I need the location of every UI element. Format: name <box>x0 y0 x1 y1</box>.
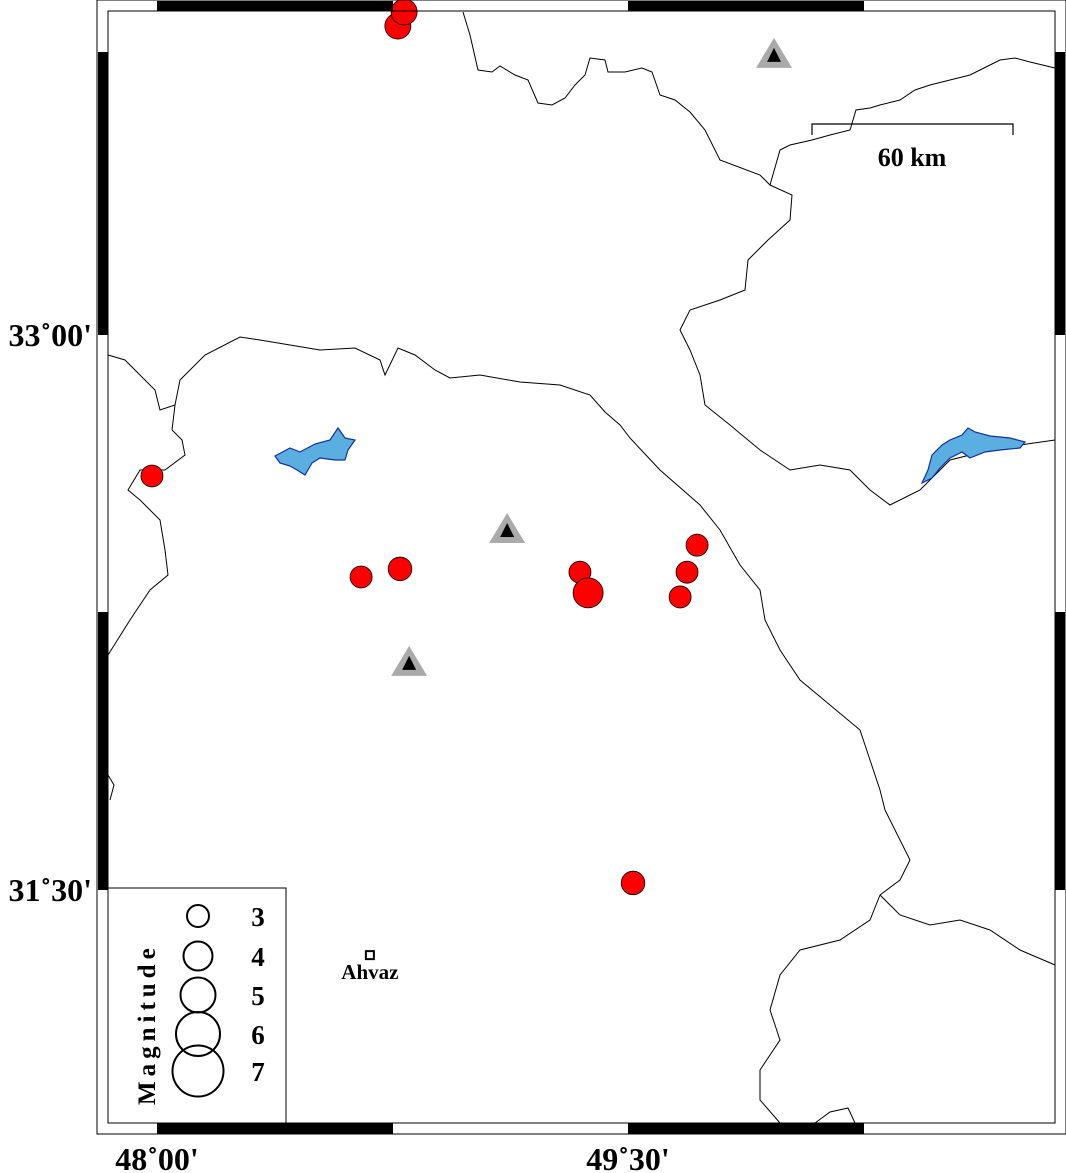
city-marker-icon <box>364 950 375 961</box>
earthquake-event <box>572 577 604 609</box>
legend-label: 7 <box>251 1057 265 1087</box>
legend-label: 4 <box>251 942 265 972</box>
earthquake-event <box>668 585 692 609</box>
earthquake-event <box>685 533 709 557</box>
lake-karkheh <box>274 426 357 476</box>
scale-bar: 60 km <box>811 123 1014 172</box>
border-central-ne <box>679 184 793 406</box>
station-triangle-icon <box>500 522 515 537</box>
station-marker <box>489 512 526 543</box>
border-west-edge <box>107 774 115 801</box>
province-borders <box>107 11 1056 1124</box>
earthquake-event <box>349 565 373 589</box>
border-east-2 <box>704 404 1056 506</box>
scale-bar-line <box>811 123 1014 135</box>
legend-circle <box>186 904 210 928</box>
y-tick-label: 33˚00' <box>8 317 92 353</box>
earthquake-event <box>390 0 418 26</box>
border-southeast-2 <box>879 894 1056 966</box>
scale-bar-label: 60 km <box>878 143 947 172</box>
station-triangle-icon <box>767 47 782 62</box>
magnitude-legend: Magnitude 3 4 5 6 7 <box>107 887 287 1124</box>
map-frame <box>96 0 1066 1135</box>
legend-circle <box>175 1011 221 1057</box>
earthquake-event <box>620 870 646 896</box>
y-tick-label: 31˚30' <box>8 872 92 908</box>
earthquake-event <box>387 556 413 582</box>
station-marker <box>756 37 793 68</box>
legend-label: 5 <box>251 981 265 1011</box>
legend-circle <box>171 1044 225 1098</box>
seismic-stations <box>391 37 793 676</box>
x-tick-label: 49˚30' <box>586 1141 670 1173</box>
legend-label: 3 <box>251 902 265 932</box>
city-label: Ahvaz <box>341 960 398 984</box>
border-south-small <box>814 1107 856 1124</box>
station-marker <box>391 645 428 676</box>
earthquake-event <box>675 560 699 584</box>
legend-label: 6 <box>251 1020 265 1050</box>
legend-title: Magnitude <box>134 943 161 1105</box>
border-north-province <box>107 336 631 439</box>
lake-karun <box>920 427 1027 485</box>
x-tick-label: 48˚00' <box>115 1141 199 1173</box>
earthquake-event <box>140 464 164 488</box>
cities: Ahvaz <box>341 950 398 984</box>
border-north <box>462 11 1056 186</box>
border-east-1 <box>629 437 911 896</box>
axis-labels: 48˚00' 49˚30' 33˚00' 31˚30' <box>8 317 669 1173</box>
station-triangle-icon <box>402 655 417 670</box>
legend-circle <box>182 940 214 972</box>
border-west <box>107 404 186 656</box>
earthquake-events <box>140 0 709 896</box>
lakes <box>274 426 1027 485</box>
border-southeast <box>759 894 881 1124</box>
